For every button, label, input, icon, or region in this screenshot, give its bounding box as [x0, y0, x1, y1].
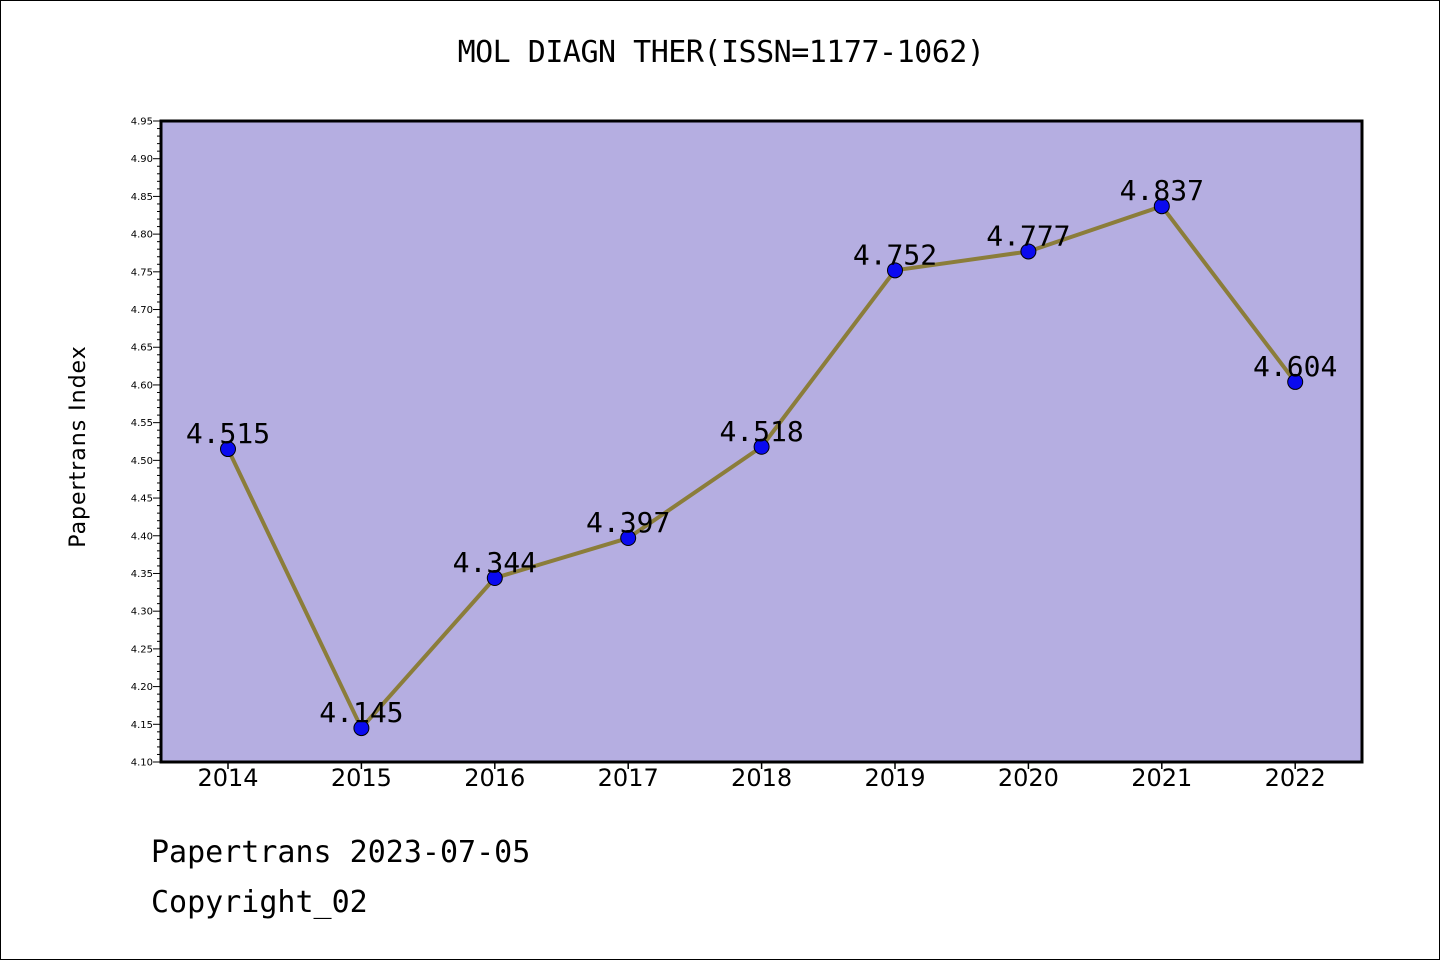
x-tick-label: 2022 — [1265, 764, 1326, 792]
y-tick-label: 4.85 — [131, 192, 153, 203]
y-tick-label: 4.35 — [131, 569, 153, 580]
x-tick-label: 2021 — [1131, 764, 1192, 792]
y-axis: 4.10 4.15 4.20 4.25 4.30 4.35 4.40 4.45 4.50 4.55… — [131, 117, 161, 769]
data-point — [1020, 243, 1037, 260]
y-tick-label: 4.65 — [131, 343, 153, 354]
x-tick-label: 2019 — [864, 764, 925, 792]
x-tick-label: 2020 — [998, 764, 1059, 792]
y-tick-label: 4.20 — [131, 682, 153, 693]
y-tick-label: 4.15 — [131, 720, 153, 731]
data-point — [220, 441, 236, 458]
y-axis-label: Papertrans Index — [66, 345, 91, 547]
y-tick-label: 4.50 — [131, 456, 153, 467]
data-point — [887, 262, 903, 279]
y-tick-label: 4.75 — [131, 267, 153, 278]
chart-title: MOL DIAGN THER(ISSN=1177-1062) — [457, 35, 985, 70]
data-point — [620, 530, 637, 547]
x-tick-label: 2018 — [731, 764, 792, 792]
x-axis: 2014 2015 2016 2017 2018 2019 2020 2021 2022 — [197, 762, 1326, 792]
y-tick-label: 4.40 — [131, 531, 153, 542]
data-point — [1287, 373, 1304, 390]
y-tick-label: 4.30 — [131, 607, 153, 618]
data-point — [1153, 198, 1170, 215]
data-label: 4.777 — [986, 219, 1070, 252]
y-tick-label: 4.10 — [131, 758, 153, 769]
data-label: 4.837 — [1120, 174, 1204, 207]
y-tick-label: 4.45 — [131, 494, 153, 505]
y-tick-label: 4.55 — [131, 418, 153, 429]
data-label: 4.515 — [186, 417, 270, 450]
x-tick-label: 2016 — [464, 764, 525, 792]
data-point — [486, 569, 503, 586]
data-label: 4.344 — [453, 546, 537, 579]
y-tick-label: 4.25 — [131, 644, 153, 655]
y-tick-label: 4.95 — [131, 117, 153, 128]
footer-copyright-text: Copyright_02 — [151, 885, 368, 920]
x-tick-label: 2017 — [598, 764, 659, 792]
footer-date-text: Papertrans 2023-07-05 — [151, 835, 531, 870]
y-tick-label: 4.80 — [131, 230, 153, 241]
data-labels: 4.515 4.145 4.344 4.397 4.518 4.752 4.777 4.837… — [186, 174, 1337, 729]
y-tick-label: 4.90 — [131, 154, 153, 165]
data-point — [353, 720, 370, 737]
data-label: 4.752 — [853, 238, 937, 271]
plot-frame — [159, 119, 1364, 764]
y-tick-label: 4.70 — [131, 305, 153, 316]
data-label: 4.604 — [1253, 350, 1337, 383]
data-label: 4.518 — [719, 415, 803, 448]
y-tick-label: 4.60 — [131, 380, 153, 391]
data-markers — [220, 198, 1304, 737]
x-tick-label: 2014 — [197, 764, 258, 792]
data-label: 4.145 — [319, 696, 403, 729]
data-label: 4.397 — [586, 506, 670, 539]
x-tick-label: 2015 — [331, 764, 392, 792]
data-point — [753, 438, 770, 455]
